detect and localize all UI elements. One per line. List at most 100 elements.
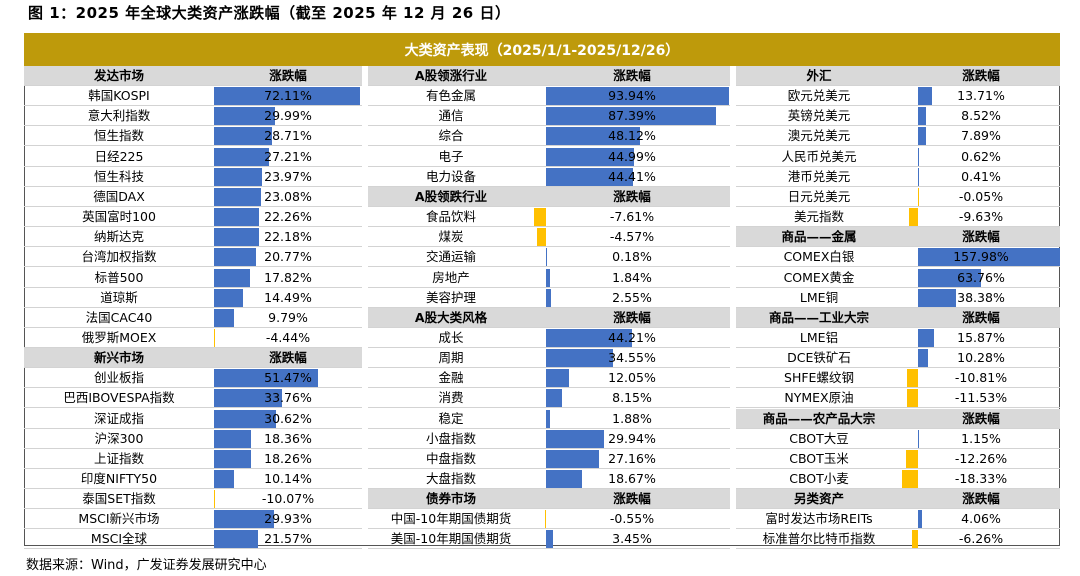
positive-bar <box>214 107 275 126</box>
table-row: 英国富时100 22.26% <box>24 207 362 228</box>
positive-bar <box>546 328 633 347</box>
change-value: 8.15% <box>612 390 652 406</box>
table-row: CBOT玉米 -12.26% <box>736 449 1060 469</box>
section-title: 商品——农产品大宗 <box>762 410 876 426</box>
section-header: A股大类风格 涨跌幅 <box>368 307 730 328</box>
section-header: A股领涨行业 涨跌幅 <box>368 66 730 86</box>
change-value: 63.76% <box>957 269 1005 285</box>
positive-bar <box>546 369 570 388</box>
change-value: 1.84% <box>612 269 652 285</box>
table-row: NYMEX原油 -11.53% <box>736 388 1060 409</box>
asset-name: CBOT小麦 <box>789 471 849 486</box>
positive-bar <box>918 167 919 186</box>
positive-bar <box>214 449 251 468</box>
positive-bar <box>214 369 318 388</box>
asset-name: 深证成指 <box>93 410 144 426</box>
positive-bar <box>918 328 934 347</box>
table-row: 周期 34.55% <box>368 348 730 369</box>
change-value: 27.21% <box>264 148 312 164</box>
positive-bar <box>546 288 551 307</box>
table-row: 标普500 17.82% <box>24 268 362 288</box>
negative-bar <box>908 208 918 227</box>
change-value: 10.14% <box>264 471 312 486</box>
table-row: 消费 8.15% <box>368 388 730 409</box>
change-value: -18.33% <box>954 471 1008 486</box>
asset-name: 中国-10年期国债期货 <box>390 511 512 527</box>
change-value: -9.63% <box>958 209 1004 225</box>
asset-name: 英国富时100 <box>82 209 156 225</box>
asset-name: 房地产 <box>432 269 470 285</box>
positive-bar <box>214 510 275 529</box>
asset-name: 沪深300 <box>94 430 144 446</box>
positive-bar <box>214 308 234 327</box>
asset-name: DCE铁矿石 <box>787 350 851 366</box>
asset-name: 澳元兑美元 <box>787 128 851 144</box>
table-row: 纳斯达克 22.18% <box>24 227 362 248</box>
change-value: 18.26% <box>264 450 312 466</box>
asset-name: 恒生指数 <box>93 128 144 144</box>
asset-name: 道琼斯 <box>100 289 138 305</box>
asset-name: 金融 <box>438 370 464 386</box>
asset-name: MSCI新兴市场 <box>78 511 160 527</box>
section-title: A股领涨行业 <box>414 68 488 83</box>
positive-bar <box>214 389 283 408</box>
table-row: 标准普尔比特币指数 -6.26% <box>736 529 1060 550</box>
positive-bar <box>546 268 550 287</box>
section-title: 另类资产 <box>793 491 844 507</box>
positive-bar <box>214 187 261 206</box>
positive-bar <box>214 248 256 267</box>
table-row: 美容护理 2.55% <box>368 288 730 308</box>
table-row: 人民币兑美元 0.62% <box>736 147 1060 167</box>
section-header: 商品——金属 涨跌幅 <box>736 227 1060 248</box>
change-value: 17.82% <box>264 269 312 285</box>
figure-title: 图 1：2025 年全球大类资产涨跌幅（截至 2025 年 12 月 26 日） <box>28 4 511 22</box>
table-row: LME铝 15.87% <box>736 328 1060 348</box>
asset-name: LME铜 <box>799 289 839 305</box>
positive-bar <box>214 127 272 146</box>
negative-bar <box>907 369 918 388</box>
asset-name: 小盘指数 <box>425 430 476 446</box>
table-row: 富时发达市场REITs 4.06% <box>736 509 1060 530</box>
table-row: 欧元兑美元 13.71% <box>736 86 1060 107</box>
positive-bar <box>214 228 259 247</box>
table-row: SHFE螺纹钢 -10.81% <box>736 368 1060 389</box>
positive-bar <box>214 208 259 227</box>
section-value-header: 涨跌幅 <box>269 68 307 83</box>
change-value: 27.16% <box>608 450 656 466</box>
change-value: -4.44% <box>265 329 311 345</box>
table-row: 房地产 1.84% <box>368 268 730 288</box>
section-header: 另类资产 涨跌幅 <box>736 489 1060 510</box>
table-row: 成长 44.21% <box>368 328 730 348</box>
section-value-header: 涨跌幅 <box>962 491 1000 507</box>
asset-name: 消费 <box>438 390 464 406</box>
asset-name: 巴西IBOVESPA指数 <box>63 390 175 406</box>
table-row: 电子 44.99% <box>368 147 730 167</box>
negative-bar <box>537 228 546 247</box>
change-value: 22.26% <box>264 209 312 225</box>
positive-bar <box>546 470 583 488</box>
asset-name: 俄罗斯MOEX <box>81 329 157 345</box>
asset-name: 台湾加权指数 <box>81 249 157 265</box>
table-row: 交通运输 0.18% <box>368 247 730 268</box>
change-value: 72.11% <box>264 88 312 104</box>
asset-name: 日元兑美元 <box>787 188 851 204</box>
asset-name: 中盘指数 <box>425 450 476 466</box>
positive-bar <box>214 429 252 448</box>
asset-name: 富时发达市场REITs <box>765 511 873 527</box>
table-row: 沪深300 18.36% <box>24 429 362 449</box>
table-row: 电力设备 44.41% <box>368 167 730 187</box>
change-value: -7.61% <box>609 209 655 225</box>
asset-name: 标准普尔比特币指数 <box>762 531 876 547</box>
positive-bar <box>546 449 599 468</box>
section-title: 外汇 <box>806 68 832 83</box>
positive-bar <box>214 530 258 549</box>
change-value: 12.05% <box>608 370 656 386</box>
table-row: 美国-10年期国债期货 3.45% <box>368 529 730 550</box>
table-row: COMEX白银 157.98% <box>736 247 1060 268</box>
table-row: 恒生指数 28.71% <box>24 126 362 147</box>
change-value: 1.15% <box>961 430 1001 446</box>
change-value: 23.08% <box>264 188 312 204</box>
section-value-header: 涨跌幅 <box>613 188 651 204</box>
asset-name: 食品饮料 <box>425 209 476 225</box>
negative-bar <box>911 530 918 549</box>
